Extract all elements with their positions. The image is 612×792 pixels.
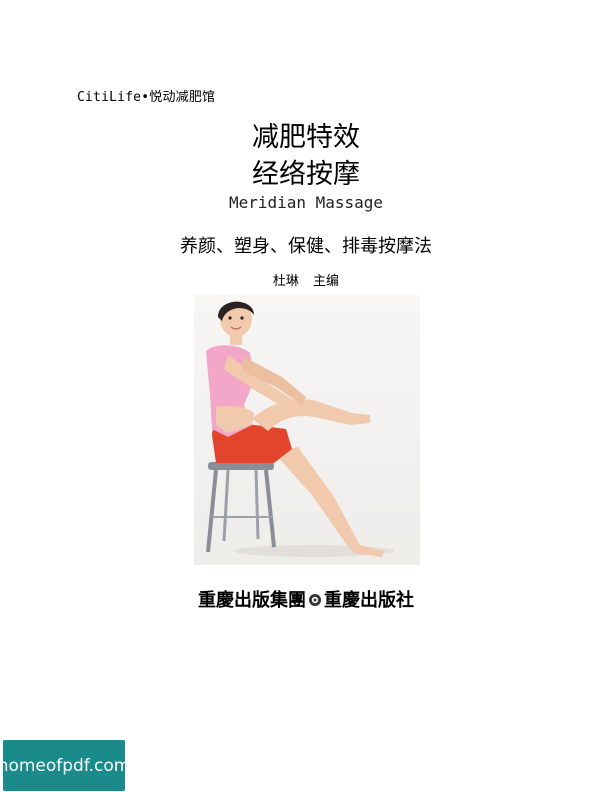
book-title-line-1: 减肥特效 xyxy=(252,122,360,153)
leg-raised xyxy=(252,399,370,431)
stool xyxy=(206,462,276,553)
series-label: CitiLife•悦动减肥馆 xyxy=(77,90,216,105)
leg-extended xyxy=(274,447,384,557)
hair xyxy=(218,301,254,321)
publisher-house: 重慶出版社 xyxy=(324,590,414,611)
english-title: Meridian Massage xyxy=(228,193,384,212)
publisher-logo-icon xyxy=(309,594,321,606)
waist xyxy=(216,405,254,433)
cover-illustration xyxy=(206,301,394,557)
book-title-line-2: 经络按摩 xyxy=(252,159,360,190)
watermark-badge: homeofpdf.com xyxy=(0,740,130,791)
watermark-text: homeofpdf.com xyxy=(0,755,131,776)
arm-back xyxy=(242,357,306,405)
publisher-line: 重慶出版集團 重慶出版社 xyxy=(0,586,612,612)
cover-photo-woman-on-stool xyxy=(194,295,420,565)
editor-credit: 杜琳 主编 xyxy=(272,274,340,289)
publisher-group: 重慶出版集團 xyxy=(198,590,306,611)
tagline: 养颜、塑身、保健、排毒按摩法 xyxy=(180,236,432,257)
